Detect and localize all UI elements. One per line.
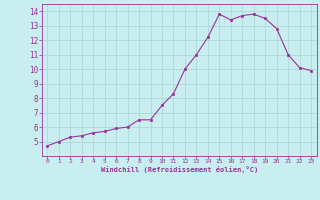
X-axis label: Windchill (Refroidissement éolien,°C): Windchill (Refroidissement éolien,°C) bbox=[100, 166, 258, 173]
